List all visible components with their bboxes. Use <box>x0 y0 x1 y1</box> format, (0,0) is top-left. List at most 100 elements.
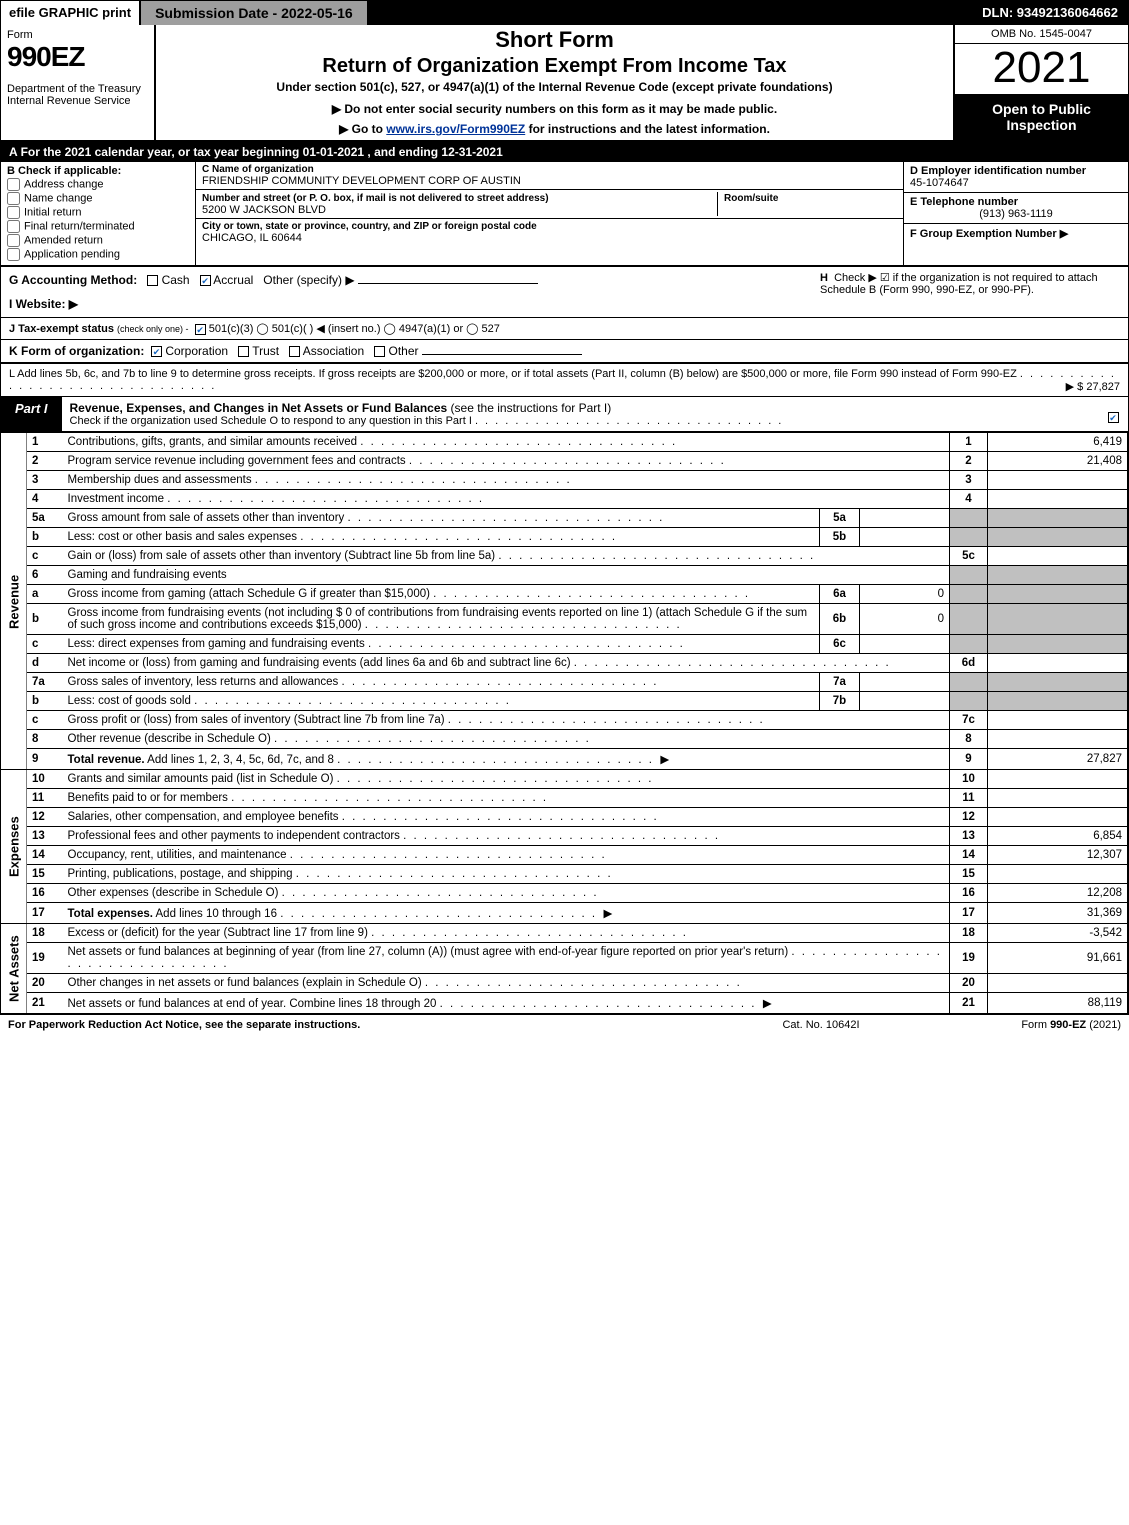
form-page: efile GRAPHIC print Submission Date - 20… <box>0 0 1129 1015</box>
form-word: Form <box>7 29 148 41</box>
line-num: 16 <box>27 884 63 903</box>
amt-cell: 27,827 <box>988 749 1128 770</box>
line-row: 13Professional fees and other payments t… <box>1 827 1128 846</box>
sub-label: 7b <box>820 692 860 711</box>
section-g-h: G Accounting Method: Cash Accrual Other … <box>1 267 1128 318</box>
line-no-cell: 19 <box>950 943 988 974</box>
line-num: 3 <box>27 471 63 490</box>
line-no-cell: 3 <box>950 471 988 490</box>
g-cash-box[interactable] <box>147 275 158 286</box>
line-desc: Benefits paid to or for members <box>63 789 950 808</box>
amt-cell: 91,661 <box>988 943 1128 974</box>
amt-cell <box>988 865 1128 884</box>
line-row: 3Membership dues and assessments 3 <box>1 471 1128 490</box>
line-desc: Less: cost or other basis and sales expe… <box>63 528 820 547</box>
h-label: H <box>820 272 828 284</box>
line-no-cell: 15 <box>950 865 988 884</box>
d-val: 45-1074647 <box>910 177 969 189</box>
part-i-title-text: Revenue, Expenses, and Changes in Net As… <box>70 401 448 415</box>
amt-cell: 6,419 <box>988 433 1128 452</box>
line-desc: Gross income from gaming (attach Schedul… <box>63 585 820 604</box>
sub-value <box>860 528 950 547</box>
amt-cell <box>988 654 1128 673</box>
line-row: bLess: cost or other basis and sales exp… <box>1 528 1128 547</box>
line-num: 6 <box>27 566 63 585</box>
chk-amended-return[interactable]: Amended return <box>7 234 189 247</box>
open-to-public: Open to Public Inspection <box>955 95 1128 140</box>
line-no-cell: 1 <box>950 433 988 452</box>
col-b: B Check if applicable: Address change Na… <box>1 162 196 265</box>
line-desc: Gain or (loss) from sale of assets other… <box>63 547 950 566</box>
line-row: bGross income from fundraising events (n… <box>1 604 1128 635</box>
footer-right-bold: 990-EZ <box>1050 1019 1086 1031</box>
k-other: Other <box>389 344 419 358</box>
chk-final-return[interactable]: Final return/terminated <box>7 220 189 233</box>
line-desc: Less: direct expenses from gaming and fu… <box>63 635 820 654</box>
l-amt: ▶ $ 27,827 <box>1066 380 1120 393</box>
j-501c3-box[interactable] <box>195 324 206 335</box>
sub-value: 0 <box>860 604 950 635</box>
sub-label: 5b <box>820 528 860 547</box>
k-label: K Form of organization: <box>9 344 144 358</box>
line-num: c <box>27 711 63 730</box>
col-c: C Name of organization FRIENDSHIP COMMUN… <box>196 162 903 265</box>
line-row: 17Total expenses. Add lines 10 through 1… <box>1 903 1128 924</box>
k-trust-box[interactable] <box>238 346 249 357</box>
goto-link[interactable]: www.irs.gov/Form990EZ <box>386 122 525 136</box>
chk-address-change[interactable]: Address change <box>7 178 189 191</box>
line-desc: Net assets or fund balances at beginning… <box>63 943 950 974</box>
line-desc: Other changes in net assets or fund bala… <box>63 974 950 993</box>
k-other-line <box>422 354 582 355</box>
line-row: cGain or (loss) from sale of assets othe… <box>1 547 1128 566</box>
side-label-exp: Expenses <box>1 770 27 924</box>
k-corp-box[interactable] <box>151 346 162 357</box>
line-desc: Net income or (loss) from gaming and fun… <box>63 654 950 673</box>
amt-cell <box>988 808 1128 827</box>
line-num: 19 <box>27 943 63 974</box>
line-row: cGross profit or (loss) from sales of in… <box>1 711 1128 730</box>
c-room: Room/suite <box>717 192 897 216</box>
line-row: bLess: cost of goods sold 7b <box>1 692 1128 711</box>
c-name-val: FRIENDSHIP COMMUNITY DEVELOPMENT CORP OF… <box>202 175 897 187</box>
chk-initial-return[interactable]: Initial return <box>7 206 189 219</box>
c-city-row: City or town, state or province, country… <box>196 219 903 246</box>
amt-cell <box>988 770 1128 789</box>
chk-application-pending[interactable]: Application pending <box>7 248 189 261</box>
k-other-box[interactable] <box>374 346 385 357</box>
line-num: 8 <box>27 730 63 749</box>
section-j: J Tax-exempt status (check only one) - 5… <box>1 318 1128 340</box>
line-no-cell: 21 <box>950 993 988 1014</box>
g-accrual-box[interactable] <box>200 275 211 286</box>
amt-cell: -3,542 <box>988 924 1128 943</box>
part-i-checkbox[interactable] <box>1108 412 1119 423</box>
line-num: d <box>27 654 63 673</box>
col-def: D Employer identification number 45-1074… <box>903 162 1128 265</box>
line-num: c <box>27 635 63 654</box>
sub-value <box>860 692 950 711</box>
k-trust: Trust <box>252 344 279 358</box>
line-no-cell <box>950 566 988 585</box>
amt-cell <box>988 673 1128 692</box>
sub-value <box>860 635 950 654</box>
amt-cell: 12,208 <box>988 884 1128 903</box>
submission-date: Submission Date - 2022-05-16 <box>141 1 369 25</box>
line-no-cell: 10 <box>950 770 988 789</box>
line-row: 11Benefits paid to or for members 11 <box>1 789 1128 808</box>
line-num: 7a <box>27 673 63 692</box>
amt-cell <box>988 471 1128 490</box>
amt-cell <box>988 528 1128 547</box>
topbar: efile GRAPHIC print Submission Date - 20… <box>1 1 1128 25</box>
line-num: 10 <box>27 770 63 789</box>
k-corp: Corporation <box>165 344 228 358</box>
line-row: 4Investment income 4 <box>1 490 1128 509</box>
amt-cell <box>988 566 1128 585</box>
line-no-cell: 17 <box>950 903 988 924</box>
k-assoc-box[interactable] <box>289 346 300 357</box>
line-num: 9 <box>27 749 63 770</box>
h-box: H Check ▶ ☑ if the organization is not r… <box>820 271 1120 296</box>
chk-name-change[interactable]: Name change <box>7 192 189 205</box>
j-sub: (check only one) - <box>117 324 189 334</box>
line-no-cell <box>950 528 988 547</box>
amt-cell: 21,408 <box>988 452 1128 471</box>
i-line: I Website: ▶ <box>9 297 1120 311</box>
